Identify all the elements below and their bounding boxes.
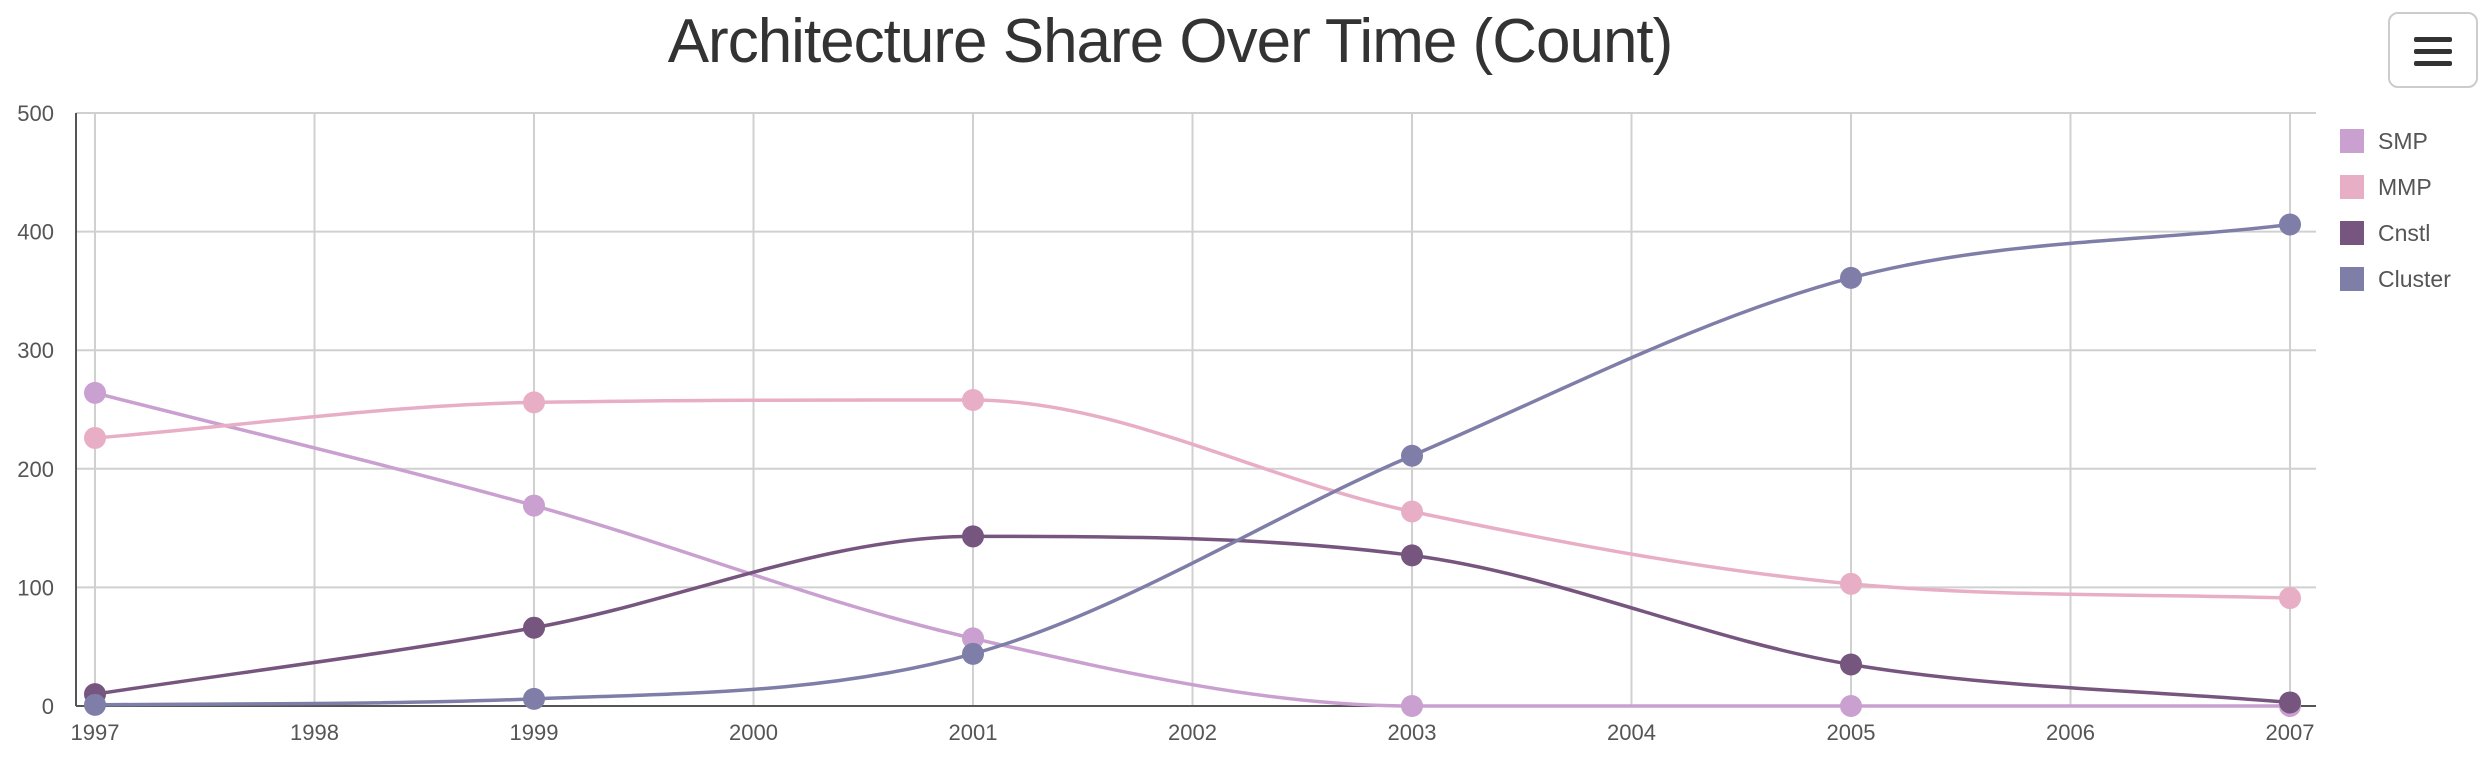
chart-menu-button[interactable] (2388, 12, 2478, 88)
series-line-cnstl (94, 534, 2291, 705)
y-tick-label: 100 (17, 575, 54, 600)
grid (76, 112, 2316, 707)
legend-swatch-cluster (2340, 267, 2364, 291)
data-point-cluster[interactable] (2279, 213, 2301, 236)
data-point-cnstl[interactable] (962, 525, 984, 548)
data-point-mmp[interactable] (523, 391, 545, 414)
x-tick-label: 2006 (2046, 720, 2095, 745)
data-point-cluster[interactable] (523, 687, 545, 710)
x-tick-label: 1998 (290, 720, 339, 745)
legend-item-smp[interactable]: SMP (2340, 118, 2451, 164)
x-tick-label: 2007 (2266, 720, 2315, 745)
legend-label-cluster: Cluster (2378, 265, 2451, 292)
y-tick-label: 200 (17, 457, 54, 482)
x-tick-label: 2003 (1388, 720, 1437, 745)
x-tick-label: 2004 (1607, 720, 1656, 745)
data-point-smp[interactable] (1401, 695, 1423, 717)
y-tick-label: 0 (42, 694, 54, 719)
data-point-mmp[interactable] (962, 389, 984, 412)
data-point-cluster[interactable] (1401, 444, 1423, 467)
x-tick-label: 2005 (1827, 720, 1876, 745)
data-markers (84, 213, 2301, 717)
data-point-cluster[interactable] (962, 642, 984, 665)
data-point-cnstl[interactable] (1401, 544, 1423, 567)
legend-swatch-smp (2340, 129, 2364, 153)
legend: SMP MMP Cnstl Cluster (2340, 118, 2451, 302)
legend-item-mmp[interactable]: MMP (2340, 164, 2451, 210)
y-tick-label: 400 (17, 220, 54, 245)
legend-label-cnstl: Cnstl (2378, 219, 2431, 246)
series-lines (94, 222, 2291, 708)
data-point-smp[interactable] (84, 381, 106, 404)
x-tick-label: 2001 (949, 720, 998, 745)
legend-item-cluster[interactable]: Cluster (2340, 256, 2451, 302)
data-point-mmp[interactable] (1840, 572, 1862, 595)
x-tick-label: 1999 (510, 720, 559, 745)
data-point-mmp[interactable] (1401, 500, 1423, 523)
series-line-cluster (94, 222, 2291, 707)
legend-item-cnstl[interactable]: Cnstl (2340, 210, 2451, 256)
axes: 0 100 200 300 400 500 1997 1998 1999 2000 2001 2002… (17, 101, 2316, 745)
data-point-cluster[interactable] (1840, 266, 1862, 289)
data-point-cnstl[interactable] (1840, 653, 1862, 676)
legend-swatch-cnstl (2340, 221, 2364, 245)
x-tick-label: 2000 (729, 720, 778, 745)
y-tick-label: 500 (17, 101, 54, 126)
x-tick-label: 1997 (71, 720, 120, 745)
x-tick-label: 2002 (1168, 720, 1217, 745)
hamburger-menu-icon-bar (2414, 61, 2452, 66)
series-line-smp (94, 391, 2290, 708)
hamburger-menu-icon-bar (2414, 49, 2452, 54)
chart-title: Architecture Share Over Time (Count) (667, 7, 1674, 76)
data-point-smp[interactable] (962, 627, 984, 650)
series-line-mmp (94, 398, 2291, 600)
data-point-mmp[interactable] (84, 426, 106, 449)
legend-label-smp: SMP (2378, 127, 2428, 154)
hamburger-menu-icon (2414, 37, 2452, 42)
data-point-smp[interactable] (1840, 695, 1862, 717)
legend-label-mmp: MMP (2378, 173, 2432, 200)
data-point-mmp[interactable] (2279, 587, 2301, 610)
legend-swatch-mmp (2340, 175, 2364, 199)
data-point-cluster[interactable] (84, 693, 106, 716)
data-point-smp[interactable] (523, 494, 545, 517)
y-tick-label: 300 (17, 338, 54, 363)
data-point-cnstl[interactable] (523, 616, 545, 639)
data-point-cnstl[interactable] (2279, 691, 2301, 714)
